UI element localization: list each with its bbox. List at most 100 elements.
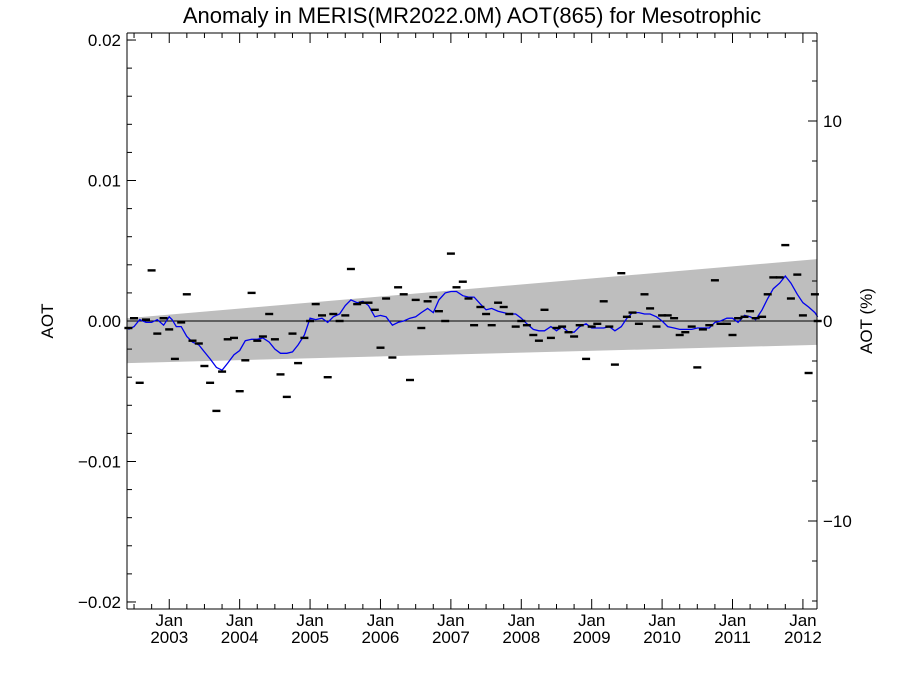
y-right-tick-label: 0 — [823, 312, 832, 331]
anomaly-point — [353, 302, 362, 306]
anomaly-point — [582, 357, 591, 361]
anomaly-point — [329, 312, 338, 316]
anomaly-point — [406, 378, 414, 382]
monthly-anomalies-layer — [124, 243, 822, 413]
y-left-tick-label: 0.02 — [88, 31, 121, 50]
x-tick-label-month: Jan — [226, 611, 253, 630]
anomaly-point — [159, 317, 168, 320]
anomaly-point — [505, 312, 514, 316]
anomaly-point — [746, 310, 755, 313]
running-mean-line — [128, 274, 819, 372]
anomaly-point — [658, 314, 667, 317]
anomaly-point — [423, 300, 432, 303]
anomaly-point — [663, 314, 672, 317]
anomaly-point — [230, 336, 238, 340]
anomaly-point — [482, 312, 491, 316]
anomaly-point — [135, 381, 144, 384]
anomaly-point — [452, 286, 461, 289]
anomaly-point — [710, 279, 719, 282]
anomaly-point — [728, 333, 737, 337]
anomaly-point — [494, 301, 503, 304]
x-tick-label-year: 2004 — [221, 628, 259, 647]
y-left-tick-label: 0.00 — [88, 312, 121, 331]
x-tick-label-year: 2012 — [784, 628, 822, 647]
x-tick-label-year: 2010 — [643, 628, 681, 647]
x-tick-label-year: 2011 — [714, 628, 751, 647]
anomaly-point — [540, 308, 549, 311]
anomaly-point — [388, 356, 397, 359]
anomaly-point — [458, 280, 467, 283]
anomaly-point — [341, 314, 350, 317]
anomaly-point — [434, 310, 443, 313]
anomaly-point — [346, 267, 355, 271]
y-left-tick-label: −0.01 — [78, 452, 121, 471]
anomaly-point — [570, 335, 579, 338]
x-tick-label-month: Jan — [648, 611, 675, 630]
anomaly-point — [804, 371, 813, 375]
anomaly-point — [241, 359, 250, 362]
anomaly-point — [417, 326, 426, 330]
x-tick-label-month: Jan — [578, 611, 605, 630]
y-right-tick-label: 10 — [823, 112, 842, 131]
anomaly-point — [300, 336, 309, 340]
anomaly-point — [786, 297, 795, 300]
anomaly-point — [558, 325, 567, 328]
y-right-tick-label: −10 — [823, 512, 852, 531]
anomaly-point — [617, 272, 626, 275]
tick-labels-layer: 0.020.010.00−0.01−0.02100−10Jan2003Jan20… — [78, 31, 852, 647]
anomaly-point — [813, 319, 822, 323]
anomaly-point — [546, 336, 555, 340]
anomaly-point — [587, 325, 596, 328]
anomaly-point — [253, 339, 262, 342]
anomaly-point — [511, 325, 520, 328]
x-tick-label-year: 2007 — [432, 628, 470, 647]
anomaly-point — [564, 331, 573, 334]
anomaly-point — [722, 322, 731, 325]
anomaly-point — [681, 331, 690, 334]
anomaly-point — [124, 326, 133, 330]
anomaly-point — [306, 319, 315, 323]
anomaly-point — [575, 324, 584, 327]
anomaly-point — [734, 317, 743, 320]
anomaly-point — [247, 291, 256, 295]
anomaly-point — [294, 361, 303, 365]
anomaly-point — [218, 370, 227, 373]
anomaly-point — [147, 269, 156, 272]
anomaly-point — [311, 302, 320, 306]
x-tick-label-month: Jan — [296, 611, 323, 630]
running-mean-layer — [128, 274, 819, 372]
anomaly-point — [288, 332, 297, 335]
anomaly-point — [382, 297, 391, 300]
anomaly-point — [464, 297, 473, 300]
anomaly-point — [622, 315, 631, 318]
anomaly-point — [265, 312, 274, 316]
anomaly-point — [775, 276, 784, 279]
y-left-tick-label: 0.01 — [88, 172, 121, 191]
anomaly-point — [323, 376, 332, 379]
y-axis-right-label: AOT (%) — [857, 288, 876, 354]
anomaly-point — [628, 311, 637, 314]
anomaly-point — [370, 308, 379, 311]
x-tick-label-month: Jan — [789, 611, 816, 630]
anomaly-point — [276, 373, 285, 376]
anomaly-point — [593, 322, 602, 325]
anomaly-point — [751, 317, 760, 320]
anomaly-point — [675, 333, 684, 337]
anomaly-point — [182, 293, 191, 296]
confidence-band-layer — [127, 259, 817, 364]
anomaly-point — [640, 293, 649, 296]
anomaly-point — [194, 342, 203, 345]
anomaly-point — [670, 317, 679, 320]
anomaly-point — [716, 322, 725, 325]
anomaly-point — [153, 332, 162, 335]
anomaly-point — [487, 324, 496, 327]
anomaly-point — [758, 315, 767, 318]
x-tick-label-year: 2003 — [150, 628, 188, 647]
anomaly-point — [270, 338, 279, 341]
x-tick-label-month: Jan — [719, 611, 746, 630]
anomaly-point — [810, 293, 819, 296]
anomaly-point — [318, 314, 326, 317]
anomaly-point — [769, 276, 778, 279]
axis-ticks-layer — [127, 33, 817, 609]
anomaly-point — [446, 252, 455, 255]
